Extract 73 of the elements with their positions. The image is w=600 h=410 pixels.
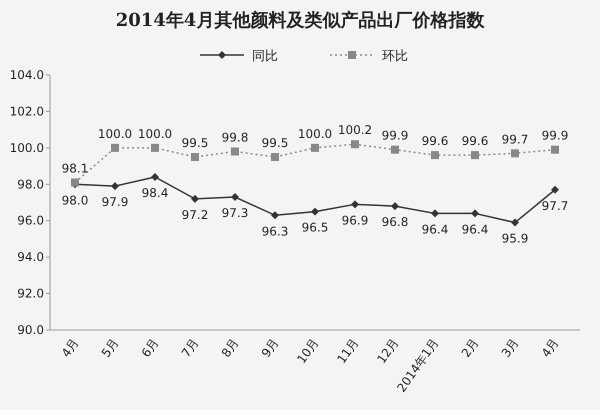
x-tick-label: 4月 xyxy=(538,336,562,360)
legend-label: 同比 xyxy=(252,49,278,64)
point xyxy=(351,140,359,148)
point xyxy=(391,202,399,210)
point xyxy=(351,200,359,208)
data-label: 95.9 xyxy=(502,232,528,246)
data-label: 96.4 xyxy=(422,222,448,236)
point xyxy=(471,151,479,160)
data-label: 98.4 xyxy=(142,186,168,200)
y-tick-label: 102.0 xyxy=(10,104,44,118)
data-label: 100.0 xyxy=(98,126,132,141)
point xyxy=(311,144,319,152)
y-tick-label: 98.0 xyxy=(17,177,44,192)
point xyxy=(231,193,239,202)
point xyxy=(511,149,519,158)
data-label: 96.8 xyxy=(382,215,408,230)
data-label: 96.4 xyxy=(462,222,488,236)
x-tick-label: 7月 xyxy=(178,336,202,360)
data-label: 97.7 xyxy=(542,198,568,213)
data-label: 100.0 xyxy=(138,126,172,141)
data-label: 99.6 xyxy=(422,134,448,148)
y-tick-label: 100.0 xyxy=(10,140,44,155)
data-label: 100.0 xyxy=(298,126,332,141)
data-label: 96.5 xyxy=(302,220,328,235)
point xyxy=(551,146,559,154)
x-tick-label: 10月 xyxy=(294,336,322,366)
legend-label: 环比 xyxy=(382,49,408,64)
point xyxy=(151,144,159,152)
y-tick-label: 94.0 xyxy=(17,250,44,264)
data-label: 96.3 xyxy=(262,224,288,238)
data-label: 99.7 xyxy=(502,132,528,146)
point xyxy=(391,146,399,154)
point xyxy=(111,144,119,152)
data-label: 100.2 xyxy=(338,123,372,138)
point xyxy=(271,152,279,161)
x-tick-label: 4月 xyxy=(58,336,82,360)
data-label: 98.1 xyxy=(62,161,88,176)
data-label: 99.5 xyxy=(262,136,288,150)
y-tick-label: 104.0 xyxy=(10,68,44,82)
data-label: 97.3 xyxy=(222,206,248,220)
data-label: 99.9 xyxy=(382,128,408,143)
point xyxy=(231,148,239,156)
point xyxy=(471,209,479,218)
data-label: 97.2 xyxy=(182,208,208,222)
data-label: 99.6 xyxy=(462,134,488,148)
point xyxy=(151,173,159,181)
x-tick-label: 5月 xyxy=(98,336,122,360)
x-tick-label: 3月 xyxy=(498,336,522,360)
point xyxy=(431,151,439,160)
y-tick-label: 96.0 xyxy=(17,214,44,228)
data-label: 99.9 xyxy=(542,128,568,143)
point xyxy=(191,194,199,203)
y-tick-label: 90.0 xyxy=(17,323,44,337)
x-tick-label: 12月 xyxy=(374,336,402,366)
point xyxy=(111,182,119,190)
point xyxy=(431,209,439,218)
y-tick-label: 92.0 xyxy=(17,286,44,301)
chart-title: 2014年4月其他颜料及类似产品出厂价格指数 xyxy=(116,10,486,31)
point xyxy=(271,211,279,220)
point xyxy=(551,186,559,194)
data-label: 96.9 xyxy=(342,213,368,228)
data-label: 98.0 xyxy=(62,193,88,208)
point xyxy=(311,208,319,216)
x-tick-label: 2月 xyxy=(458,336,482,360)
x-tick-label: 11月 xyxy=(334,336,362,366)
point xyxy=(511,218,519,227)
x-tick-label: 6月 xyxy=(138,336,162,360)
data-label: 99.8 xyxy=(222,130,248,144)
data-label: 99.5 xyxy=(182,136,208,150)
x-tick-label: 8月 xyxy=(218,336,242,360)
x-tick-label: 9月 xyxy=(258,336,282,360)
point xyxy=(191,152,199,161)
data-label: 97.9 xyxy=(102,195,128,210)
